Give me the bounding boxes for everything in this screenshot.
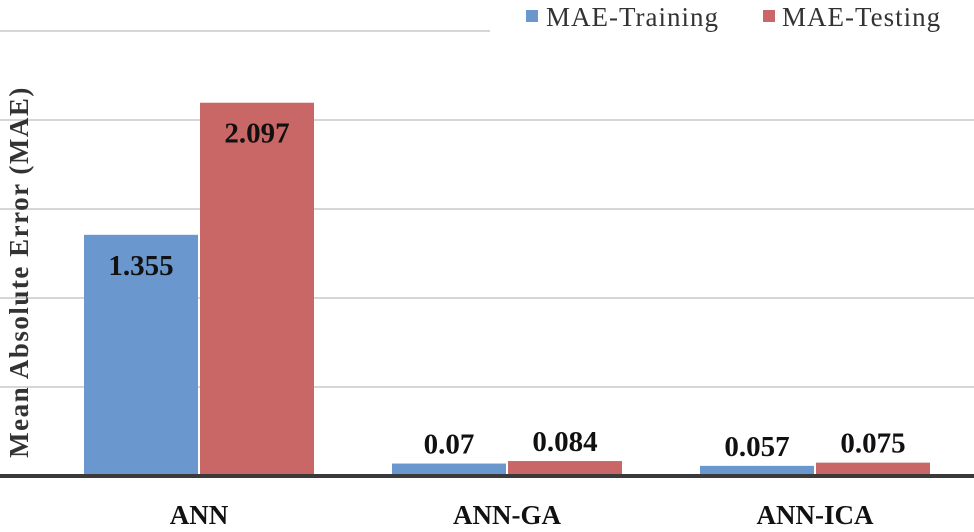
legend: MAE-Training MAE-Testing — [490, 0, 974, 36]
data-label-mae-testing-ann-ga: 0.084 — [532, 426, 597, 458]
data-label-mae-testing-ann-ica: 0.075 — [840, 428, 905, 460]
x-tick-label-ann: ANN — [170, 500, 229, 530]
legend-swatch-mae-testing — [763, 10, 775, 22]
bar-mae-testing-ann-ica — [816, 462, 930, 476]
bar-mae-training-ann-ica — [700, 465, 814, 476]
data-label-mae-training-ann-ga: 0.07 — [424, 429, 475, 461]
y-axis-title: Mean Absolute Error (MAE) — [4, 86, 34, 458]
data-label-mae-training-ann: 1.355 — [108, 250, 173, 282]
bar-mae-testing-ann-ga — [508, 461, 622, 476]
x-axis-tick-labels: ANN ANN-GA ANN-ICA — [170, 500, 874, 530]
bar-mae-testing-ann — [200, 102, 314, 476]
x-tick-label-ann-ica: ANN-ICA — [757, 500, 874, 530]
data-label-mae-testing-ann: 2.097 — [224, 118, 289, 150]
bars — [84, 102, 930, 476]
legend-label-mae-training: MAE-Training — [546, 2, 719, 32]
x-tick-label-ann-ga: ANN-GA — [453, 500, 561, 530]
data-label-mae-training-ann-ica: 0.057 — [724, 431, 789, 463]
data-labels: 1.355 2.097 0.07 0.084 0.057 0.075 — [108, 118, 905, 463]
bar-mae-training-ann — [84, 234, 198, 476]
legend-swatch-mae-training — [526, 10, 538, 22]
legend-background — [490, 0, 974, 36]
bar-mae-training-ann-ga — [392, 463, 506, 476]
legend-label-mae-testing: MAE-Testing — [782, 2, 941, 32]
